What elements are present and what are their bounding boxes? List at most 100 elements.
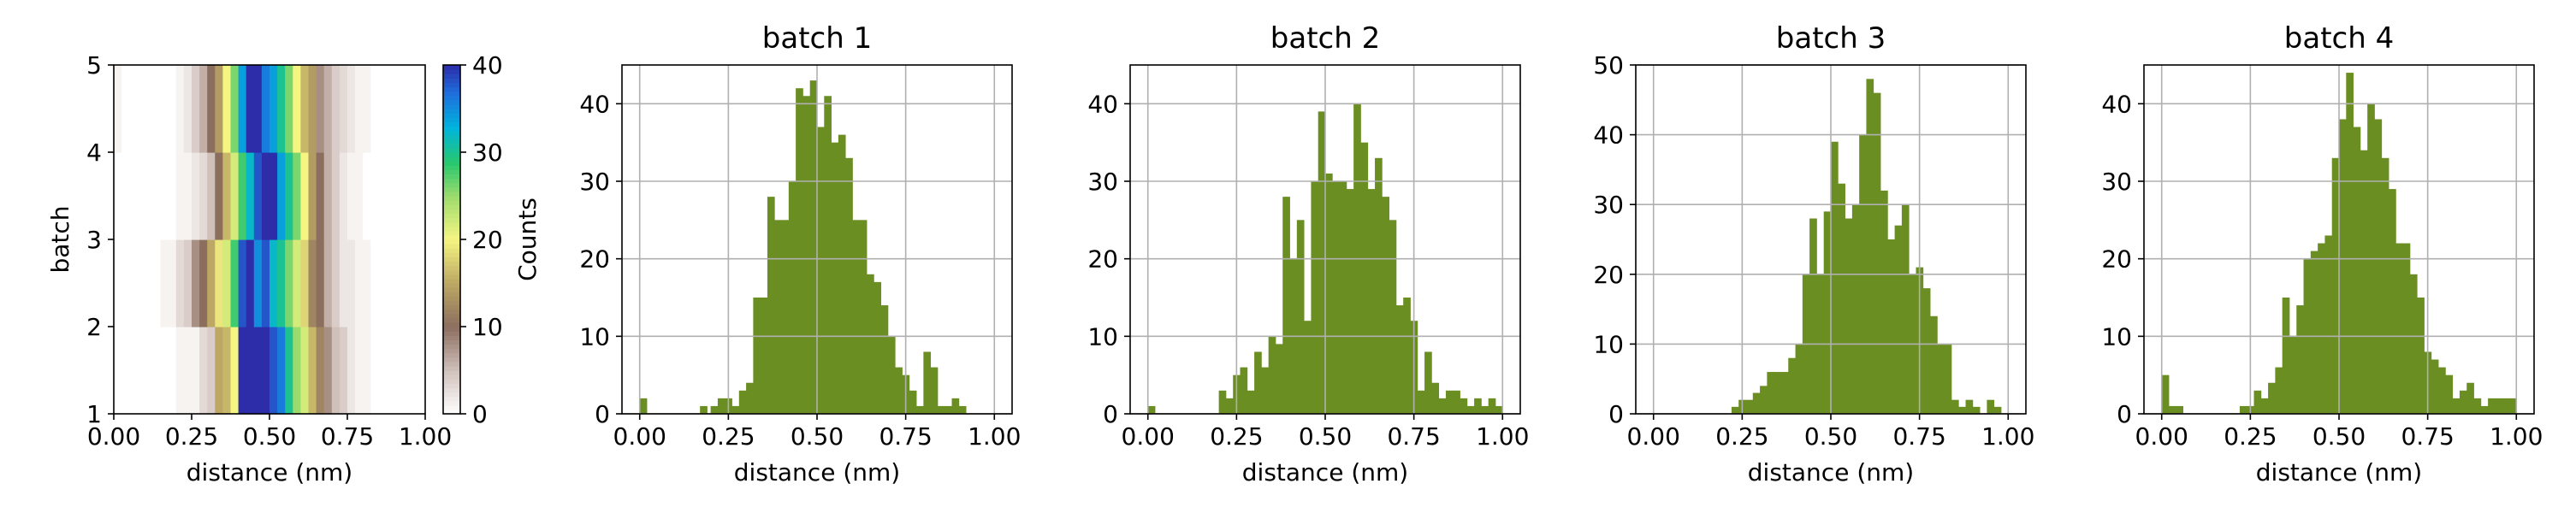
histogram-bar <box>1993 406 2002 414</box>
heatmap-cell <box>192 152 200 240</box>
heatmap-cell <box>137 152 145 240</box>
histogram-bar <box>1247 390 1255 414</box>
colorbar-segment <box>443 69 460 74</box>
y-tick-label: 4 <box>86 139 102 167</box>
colorbar-segment <box>443 117 460 122</box>
histogram-bar <box>731 405 740 414</box>
heatmap-cell <box>129 152 138 240</box>
heatmap-cell <box>152 65 162 153</box>
histogram-bar <box>2346 73 2354 414</box>
histogram-bar <box>1922 288 1931 414</box>
histogram-bar <box>2331 157 2340 415</box>
y-tick-label: 0 <box>595 400 610 428</box>
colorbar-segment <box>443 400 460 406</box>
histogram-bar <box>1261 367 1270 414</box>
colorbar-segment <box>443 165 460 170</box>
histogram-bar <box>867 274 874 414</box>
x-tick-label: 0.25 <box>702 422 755 451</box>
heatmap-cell <box>114 239 122 327</box>
colorbar-segment <box>443 230 460 236</box>
histogram-bar <box>2318 243 2325 414</box>
histogram-bar <box>1951 399 1959 414</box>
colorbar-segment <box>443 269 460 275</box>
heatmap-cell <box>355 327 364 415</box>
y-tick-label: 3 <box>86 226 102 254</box>
x-tick-label: 1.00 <box>2490 422 2543 451</box>
heatmap-cell <box>269 327 278 415</box>
heatmap-cell <box>222 327 232 415</box>
histogram-bar <box>2289 336 2297 414</box>
histogram-bar <box>1788 357 1796 414</box>
colorbar-segment <box>443 161 460 166</box>
heatmap-cell <box>207 239 216 327</box>
colorbar-segment <box>443 292 460 297</box>
y-tick-label: 0 <box>1608 400 1624 428</box>
heatmap-cell <box>222 152 232 240</box>
histogram-bar <box>1389 220 1397 414</box>
colorbar-segment <box>443 182 460 188</box>
histogram-bar <box>873 281 882 414</box>
histogram-bar <box>738 390 747 414</box>
heatmap-cell <box>168 65 177 153</box>
colorbar-segment <box>443 156 460 162</box>
heatmap-cell <box>261 152 270 240</box>
colorbar-segment <box>443 65 460 70</box>
heatmap-cell <box>160 152 169 240</box>
colorbar-segment <box>443 200 460 205</box>
heatmap-cell <box>145 152 154 240</box>
heatmap-cell <box>386 152 395 240</box>
histogram-bar <box>1774 372 1782 414</box>
histogram-bar <box>2268 382 2276 414</box>
histogram-bar <box>1346 189 1354 414</box>
colorbar-segment <box>443 313 460 319</box>
y-tick-label: 0 <box>1103 400 1118 428</box>
heatmap-cell <box>401 152 411 240</box>
histogram-bar <box>700 405 708 414</box>
heatmap-cell <box>129 239 138 327</box>
heatmap-cell <box>308 65 317 153</box>
y-tick-label: 1 <box>86 400 102 428</box>
colorbar-segment <box>443 348 460 354</box>
heatmap-cell <box>121 152 130 240</box>
histogram-bar <box>2360 150 2368 415</box>
colorbar-segment <box>443 213 460 219</box>
histogram-bar <box>1304 321 1312 414</box>
histogram-panel-1: 0.00 0.25 0.50 0.75 1.00 0 10 20 30 40 distance (n… <box>579 21 1021 486</box>
colorbar-segment <box>443 309 460 315</box>
panel-title: batch 3 <box>1776 21 1886 56</box>
histogram-bar <box>1311 181 1319 414</box>
histogram-bar <box>1318 111 1326 414</box>
colorbar-segment <box>443 300 460 306</box>
histogram-bar <box>1460 398 1468 414</box>
histogram-bar <box>1275 344 1283 414</box>
histogram-bar <box>2381 157 2389 415</box>
histogram-bar <box>1887 239 1896 414</box>
heatmap-cell <box>168 152 177 240</box>
x-tick-label: 0.50 <box>791 422 844 451</box>
heatmap-cell <box>222 239 232 327</box>
heatmap-cell <box>401 327 411 415</box>
heatmap-cell <box>215 152 223 240</box>
heatmap-cell <box>145 65 154 153</box>
x-tick-label: 0.75 <box>1892 422 1945 451</box>
histogram-bar <box>2473 398 2482 414</box>
histogram-bar <box>760 298 768 414</box>
y-tick-label: 20 <box>1593 261 1624 289</box>
heatmap-panel: 0.00 0.25 0.50 0.75 1.00 1 2 3 4 5 distance (nm) ba… <box>46 51 452 486</box>
colorbar-segment <box>443 244 460 249</box>
heatmap-cell <box>277 152 286 240</box>
x-tick-label: 0.75 <box>2401 422 2454 451</box>
heatmap-cell <box>114 327 122 415</box>
histogram-bar <box>845 157 853 415</box>
x-tick-label: 0.50 <box>1299 422 1352 451</box>
heatmap-cell <box>300 327 310 415</box>
colorbar: 0 10 20 30 40 Counts <box>442 51 542 428</box>
heatmap-cell <box>269 152 278 240</box>
colorbar-tick-label: 20 <box>472 226 503 254</box>
colorbar-segment <box>443 361 460 367</box>
heatmap-cell <box>207 327 216 415</box>
y-tick-label: 10 <box>1593 330 1624 358</box>
heatmap-cell <box>308 152 317 240</box>
histogram-bar <box>1424 351 1432 414</box>
histogram-bar <box>2339 119 2347 414</box>
